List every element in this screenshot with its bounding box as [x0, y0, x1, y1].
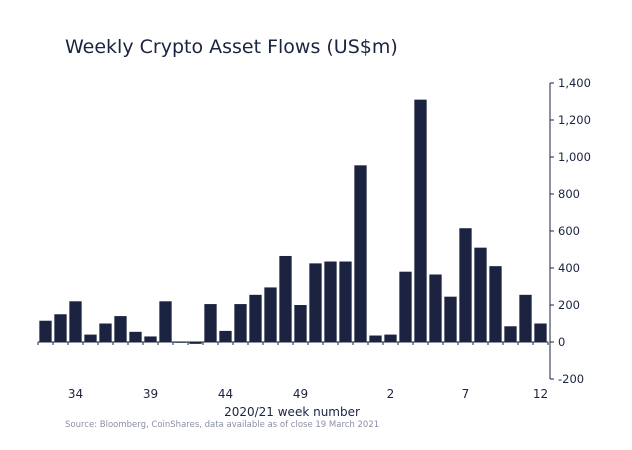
x-tick-label: 49 — [293, 387, 308, 401]
bar-9 — [489, 266, 502, 342]
bar-33 — [54, 314, 67, 342]
bar-35 — [84, 334, 97, 342]
bar-49 — [294, 305, 307, 342]
bar-11 — [519, 294, 532, 342]
source-note: Source: Bloomberg, CoinShares, data avai… — [65, 420, 379, 430]
bar-10 — [504, 326, 517, 342]
bar-32 — [39, 320, 52, 342]
y-tick-label: 1,000 — [558, 150, 591, 164]
x-tick-label: 12 — [533, 387, 548, 401]
bar-51 — [324, 261, 337, 342]
bar-43 — [204, 304, 217, 342]
bar-44 — [219, 330, 232, 342]
bar-37 — [114, 316, 127, 342]
bar-38 — [129, 331, 142, 342]
bar-36 — [99, 323, 112, 342]
bar-40 — [159, 301, 172, 342]
y-tick-label: 600 — [558, 224, 580, 238]
y-tick-label: 0 — [558, 335, 565, 349]
x-tick-label: 34 — [68, 387, 83, 401]
y-tick-label: -200 — [558, 372, 584, 386]
bar-12 — [534, 323, 547, 342]
bar-2 — [384, 334, 397, 342]
x-tick-label: 7 — [462, 387, 470, 401]
bar-34 — [69, 301, 82, 342]
bar-7 — [459, 228, 472, 342]
y-tick-label: 1,400 — [558, 76, 591, 90]
bar-42 — [189, 342, 202, 344]
bar-8 — [474, 247, 487, 342]
y-axis: 1,400 1,200 1,000 800 600 400 200 0 -200 — [549, 76, 591, 386]
x-axis-label: 2020/21 week number — [224, 405, 360, 419]
chart-title: Weekly Crypto Asset Flows (US$m) — [65, 36, 398, 58]
bar-50 — [309, 263, 322, 343]
bar-5 — [429, 274, 442, 342]
bar-46 — [249, 294, 262, 342]
y-tick-label: 400 — [558, 261, 580, 275]
bar-6 — [444, 296, 457, 342]
bar-39 — [144, 336, 157, 342]
bar-4 — [414, 99, 427, 343]
y-tick-label: 200 — [558, 298, 580, 312]
x-tick-label: 2 — [387, 387, 395, 401]
bar-52 — [339, 261, 352, 342]
bar-47 — [264, 287, 277, 342]
bars-group — [39, 99, 547, 344]
x-axis: 34 39 44 49 2 7 12 — [37, 341, 549, 401]
bar-1 — [369, 335, 382, 342]
x-tick-label: 39 — [143, 387, 158, 401]
bar-48 — [279, 255, 292, 342]
bar-45 — [234, 304, 247, 342]
x-tick-label: 44 — [218, 387, 233, 401]
y-tick-label: 1,200 — [558, 113, 591, 127]
bar-3 — [399, 271, 412, 342]
bar-53 — [354, 165, 367, 342]
y-tick-label: 800 — [558, 187, 580, 201]
